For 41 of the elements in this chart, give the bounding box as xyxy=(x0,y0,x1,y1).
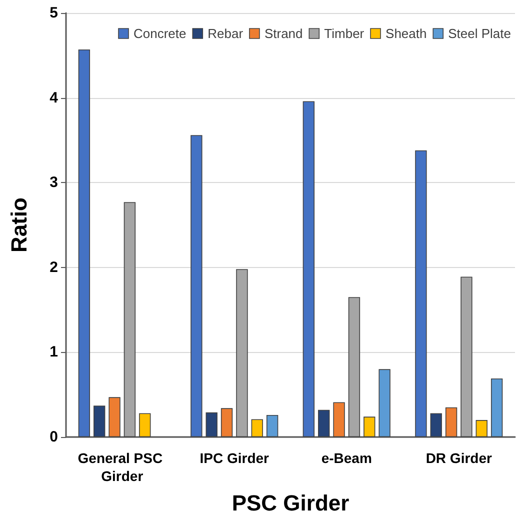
x-tick-label: IPC Girder xyxy=(200,450,270,466)
y-tick-label: 0 xyxy=(50,428,58,446)
bar xyxy=(302,101,315,437)
bar xyxy=(220,408,233,437)
bar xyxy=(490,378,503,437)
y-tick-label: 1 xyxy=(50,344,58,361)
bar xyxy=(348,297,360,437)
bar xyxy=(190,135,202,437)
bar xyxy=(415,150,427,437)
legend-label: Sheath xyxy=(386,26,427,41)
bar xyxy=(445,407,458,437)
x-tick-label: General PSC Girder xyxy=(78,450,166,484)
y-tick-label: 2 xyxy=(50,258,58,276)
bar xyxy=(206,412,218,437)
bar xyxy=(251,419,263,437)
bar xyxy=(108,397,120,437)
y-tick-label: 3 xyxy=(50,174,58,192)
bar xyxy=(333,402,345,437)
bar xyxy=(378,369,390,437)
bar xyxy=(139,413,151,437)
legend-label: Concrete xyxy=(134,26,186,41)
legend-label: Strand xyxy=(264,26,303,41)
legend-label: Rebar xyxy=(208,26,244,41)
bar xyxy=(476,420,488,437)
bar xyxy=(266,414,278,437)
x-tick-label: DR Girder xyxy=(426,450,492,466)
x-axis-title: PSC Girder xyxy=(232,490,350,516)
bar xyxy=(124,202,136,437)
bar xyxy=(94,406,106,437)
bar xyxy=(460,276,472,437)
legend-label: Timber xyxy=(324,26,365,41)
bar xyxy=(236,269,248,437)
y-axis-title: Ratio xyxy=(6,198,32,252)
legend-label: Steel Plate xyxy=(448,26,511,41)
bar xyxy=(318,410,330,437)
y-tick-label: 5 xyxy=(50,4,58,22)
bar xyxy=(430,413,442,437)
bar xyxy=(364,416,376,437)
bar xyxy=(78,49,90,437)
x-tick-label: e-Beam xyxy=(321,450,372,466)
y-tick-label: 4 xyxy=(50,89,59,106)
